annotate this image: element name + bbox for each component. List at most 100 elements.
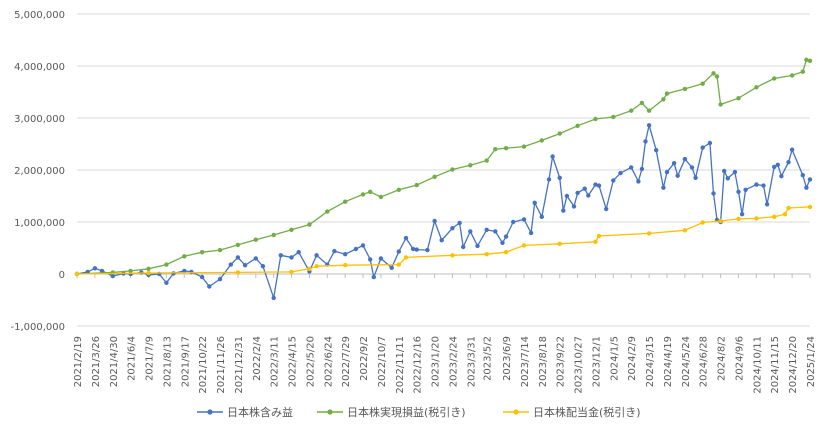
x-tick-label: 2021/11/26 <box>216 336 227 394</box>
data-point <box>557 131 562 136</box>
data-point <box>521 243 527 248</box>
data-point <box>646 123 652 128</box>
data-point <box>736 96 741 101</box>
x-tick-label: 2024/6/28 <box>699 336 710 387</box>
x-tick-label: 2024/10/11 <box>752 336 763 394</box>
data-point <box>682 228 688 233</box>
data-point <box>314 264 319 269</box>
data-point <box>242 263 248 268</box>
data-point <box>643 139 648 144</box>
data-point <box>789 73 795 78</box>
data-point <box>725 176 730 181</box>
data-point <box>461 244 466 250</box>
data-point <box>604 206 609 212</box>
data-point <box>722 168 727 174</box>
x-tick-label: 2024/1/5 <box>609 336 620 381</box>
x-tick-label: 2021/7/9 <box>145 336 156 381</box>
data-point <box>611 114 616 120</box>
data-point <box>539 138 544 143</box>
data-point <box>707 140 713 146</box>
data-point <box>636 179 641 184</box>
x-tick-label: 2021/9/17 <box>180 336 191 387</box>
y-tick-label: 5,000,000 <box>14 10 65 21</box>
data-point <box>146 270 151 276</box>
x-tick-label: 2024/12/20 <box>788 336 799 394</box>
data-point <box>92 266 98 271</box>
data-point <box>593 116 598 122</box>
data-point <box>718 218 723 224</box>
x-tick-label: 2021/10/22 <box>198 336 209 394</box>
x-tick-label: 2024/11/15 <box>770 336 781 394</box>
data-point <box>772 164 777 170</box>
data-point <box>271 232 276 238</box>
data-point <box>360 243 366 248</box>
data-point <box>128 268 133 274</box>
data-point <box>736 216 741 222</box>
x-tick-label: 2024/9/6 <box>734 336 745 381</box>
data-point <box>754 85 759 90</box>
data-point <box>378 256 384 261</box>
data-point <box>493 147 498 152</box>
data-point <box>664 91 670 96</box>
data-point <box>596 233 602 239</box>
x-tick-label: 2021/6/4 <box>127 336 138 381</box>
data-point <box>550 154 555 159</box>
x-tick-label: 2022/2/4 <box>252 336 263 381</box>
data-point <box>500 240 505 245</box>
x-tick-label: 2023/3/31 <box>466 336 477 387</box>
data-point <box>171 271 176 276</box>
series-2 <box>74 204 813 277</box>
data-point <box>775 162 780 167</box>
data-point <box>611 178 616 183</box>
x-tick-label: 2021/8/13 <box>162 336 173 387</box>
data-point <box>493 229 498 234</box>
data-point <box>332 248 337 254</box>
data-point <box>503 146 509 151</box>
data-point <box>582 186 587 191</box>
data-point <box>693 175 698 180</box>
legend-label-unrealized: 日本株含み益 <box>227 405 293 419</box>
x-tick-label: 2022/10/7 <box>377 336 388 387</box>
data-point <box>207 284 212 289</box>
y-tick-label: 0 <box>59 270 65 281</box>
x-tick-label: 2021/12/31 <box>234 336 245 394</box>
data-point <box>754 216 759 221</box>
data-point <box>532 200 537 205</box>
x-tick-label: 2022/6/24 <box>323 336 334 387</box>
data-point <box>779 174 784 179</box>
data-point <box>593 239 598 244</box>
data-point <box>596 183 602 188</box>
data-point <box>646 231 652 236</box>
data-point <box>139 270 144 275</box>
y-tick-label: 2,000,000 <box>14 166 65 177</box>
data-point <box>629 108 634 113</box>
data-point <box>711 71 716 76</box>
x-tick-label: 2021/3/26 <box>91 336 102 387</box>
data-point <box>575 123 580 128</box>
data-point <box>484 158 489 163</box>
x-tick-label: 2025/1/24 <box>806 336 817 387</box>
data-point <box>546 177 552 182</box>
data-point <box>389 265 394 270</box>
data-point <box>468 163 473 168</box>
data-point <box>671 161 677 166</box>
data-point <box>800 69 805 74</box>
data-point <box>199 274 205 280</box>
x-tick-label: 2021/2/19 <box>73 336 84 387</box>
y-tick-label: 1,000,000 <box>14 218 65 229</box>
data-point <box>711 191 716 196</box>
data-point <box>807 204 813 210</box>
data-point <box>425 247 430 253</box>
data-point <box>235 242 241 248</box>
data-point <box>296 250 301 255</box>
legend-item-realized: 日本株実現損益(税引き) <box>317 405 466 419</box>
data-point <box>675 173 680 178</box>
data-point <box>253 237 258 242</box>
x-tick-label: 2023/12/1 <box>591 336 602 387</box>
data-point <box>307 266 312 271</box>
x-tick-label: 2023/9/22 <box>556 336 567 387</box>
data-point <box>646 108 652 113</box>
data-point <box>368 257 373 262</box>
data-point <box>807 58 813 63</box>
x-tick-label: 2022/5/20 <box>305 336 316 387</box>
